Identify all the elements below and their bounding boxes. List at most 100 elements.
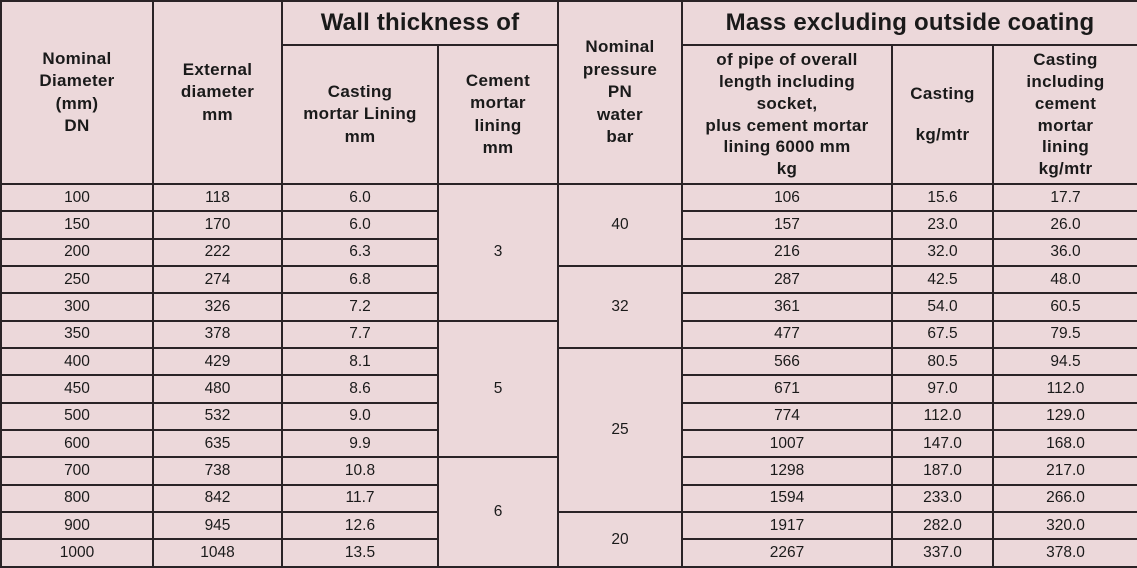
- cell-mass-casting-lining: 217.0: [992, 456, 1137, 486]
- cell-mass-casting: 32.0: [891, 237, 994, 268]
- cell-mass-pipe: 1594: [681, 483, 893, 514]
- cell-external-diameter: 842: [152, 483, 283, 514]
- cell-nominal-diameter: 350: [0, 319, 154, 350]
- cell-mass-casting: 80.5: [891, 347, 994, 377]
- cell-wall-thickness: 8.6: [281, 374, 439, 404]
- table-row: 500 532 9.0 774 112.0 129.0: [0, 401, 1137, 432]
- table-row: 150 170 6.0 157 23.0 26.0: [0, 210, 1137, 240]
- cell-mass-pipe: 1917: [681, 511, 893, 541]
- cell-wall-thickness: 8.1: [281, 347, 439, 377]
- cell-nominal-diameter: 150: [0, 210, 154, 240]
- cell-mass-pipe: 157: [681, 210, 893, 240]
- cell-external-diameter: 429: [152, 347, 283, 377]
- cell-mass-casting-lining: 168.0: [992, 429, 1137, 459]
- cell-wall-thickness: 6.8: [281, 265, 439, 295]
- cell-mass-pipe: 106: [681, 182, 893, 213]
- cell-nominal-pressure: 40: [557, 182, 683, 268]
- cell-wall-thickness: 9.0: [281, 401, 439, 432]
- header-wall-thickness: Wall thickness of: [281, 0, 559, 46]
- cell-mass-pipe: 774: [681, 401, 893, 432]
- cell-nominal-diameter: 250: [0, 265, 154, 295]
- cell-mass-pipe: 566: [681, 347, 893, 377]
- cell-nominal-diameter: 900: [0, 511, 154, 541]
- header-nominal-pressure: Nominal pressure PN water bar: [557, 0, 683, 185]
- cell-mass-pipe: 477: [681, 319, 893, 350]
- cell-mass-casting: 282.0: [891, 511, 994, 541]
- table-row: 800 842 11.7 1594 233.0 266.0: [0, 483, 1137, 514]
- header-mass-casting: Casting kg/mtr: [891, 44, 994, 185]
- cell-nominal-diameter: 300: [0, 292, 154, 322]
- cell-mass-pipe: 2267: [681, 538, 893, 568]
- cell-mass-casting-lining: 129.0: [992, 401, 1137, 432]
- table-row: 1000 1048 13.5 2267 337.0 378.0: [0, 538, 1137, 568]
- cell-wall-thickness: 6.0: [281, 210, 439, 240]
- cell-nominal-diameter: 100: [0, 182, 154, 213]
- cell-cement-lining: 3: [437, 183, 559, 322]
- cell-nominal-diameter: 800: [0, 483, 154, 514]
- cell-mass-casting-lining: 60.5: [992, 292, 1137, 322]
- cell-external-diameter: 170: [152, 210, 283, 240]
- table-row: 200 222 6.3 216 32.0 36.0: [0, 237, 1137, 268]
- cell-nominal-diameter: 200: [0, 237, 154, 268]
- cell-external-diameter: 378: [152, 319, 283, 350]
- cell-mass-pipe: 287: [681, 265, 893, 295]
- cell-cement-lining: 5: [437, 319, 559, 459]
- cell-external-diameter: 532: [152, 401, 283, 432]
- cell-external-diameter: 326: [152, 292, 283, 322]
- cell-external-diameter: 480: [152, 374, 283, 404]
- cell-mass-casting: 233.0: [891, 483, 994, 514]
- cell-wall-thickness: 6.3: [281, 237, 439, 268]
- table-row: 900 945 12.6 20 1917 282.0 320.0: [0, 511, 1137, 568]
- cell-mass-casting-lining: 266.0: [992, 483, 1137, 514]
- table-row: 250 274 6.8 32 287 42.5 48.0: [0, 265, 1137, 350]
- cell-nominal-diameter: 1000: [0, 538, 154, 568]
- cell-wall-thickness: 10.8: [281, 456, 439, 486]
- cell-mass-casting-lining: 112.0: [992, 374, 1137, 404]
- cell-wall-thickness: 11.7: [281, 483, 439, 514]
- cell-mass-casting: 54.0: [891, 292, 994, 322]
- cell-external-diameter: 635: [152, 429, 283, 459]
- cell-external-diameter: 1048: [152, 538, 283, 568]
- cell-mass-casting-lining: 48.0: [992, 265, 1137, 295]
- cell-wall-thickness: 6.0: [281, 182, 439, 213]
- header-mass: Mass excluding outside coating: [681, 0, 1137, 46]
- header-nominal-diameter: Nominal Diameter (mm) DN: [0, 0, 154, 185]
- cell-mass-casting: 187.0: [891, 456, 994, 486]
- cell-external-diameter: 274: [152, 265, 283, 295]
- cell-wall-thickness: 7.2: [281, 292, 439, 322]
- cell-nominal-diameter: 700: [0, 456, 154, 486]
- cell-mass-pipe: 216: [681, 237, 893, 268]
- header-external-diameter: External diameter mm: [152, 0, 283, 185]
- cell-mass-casting-lining: 378.0: [992, 538, 1137, 568]
- cell-mass-pipe: 361: [681, 292, 893, 322]
- cell-mass-casting: 67.5: [891, 319, 994, 350]
- cell-wall-thickness: 7.7: [281, 319, 439, 350]
- table-row: 100 118 6.0 3 40 106 15.6 17.7: [0, 182, 1137, 322]
- cell-mass-casting: 23.0: [891, 210, 994, 240]
- cell-mass-pipe: 1298: [681, 456, 893, 486]
- header-mass-pipe: of pipe of overall length including sock…: [681, 44, 893, 185]
- cell-cement-lining: 6: [437, 456, 559, 568]
- table-row: 300 326 7.2 361 54.0 60.5: [0, 292, 1137, 322]
- cell-mass-casting-lining: 320.0: [992, 511, 1137, 541]
- cell-nominal-pressure: 32: [557, 265, 683, 350]
- cell-mass-pipe: 1007: [681, 429, 893, 459]
- table-row: 600 635 9.9 1007 147.0 168.0: [0, 429, 1137, 459]
- cell-nominal-diameter: 600: [0, 429, 154, 459]
- cell-external-diameter: 738: [152, 456, 283, 486]
- header-mass-casting-lining: Casting including cement mortar lining k…: [992, 44, 1137, 185]
- cell-nominal-diameter: 500: [0, 401, 154, 432]
- cell-mass-casting-lining: 94.5: [992, 347, 1137, 377]
- cell-mass-casting: 15.6: [891, 182, 994, 213]
- cell-nominal-diameter: 450: [0, 374, 154, 404]
- cell-mass-casting: 112.0: [891, 401, 994, 432]
- cell-mass-casting-lining: 26.0: [992, 210, 1137, 240]
- cell-mass-casting: 147.0: [891, 429, 994, 459]
- cell-nominal-diameter: 400: [0, 347, 154, 377]
- cell-wall-thickness: 12.6: [281, 511, 439, 541]
- cell-external-diameter: 945: [152, 511, 283, 541]
- cell-nominal-pressure: 25: [557, 347, 683, 514]
- header-casting-mortar: Casting mortar Lining mm: [281, 44, 439, 185]
- header-cement-mortar: Cement mortar lining mm: [437, 44, 559, 185]
